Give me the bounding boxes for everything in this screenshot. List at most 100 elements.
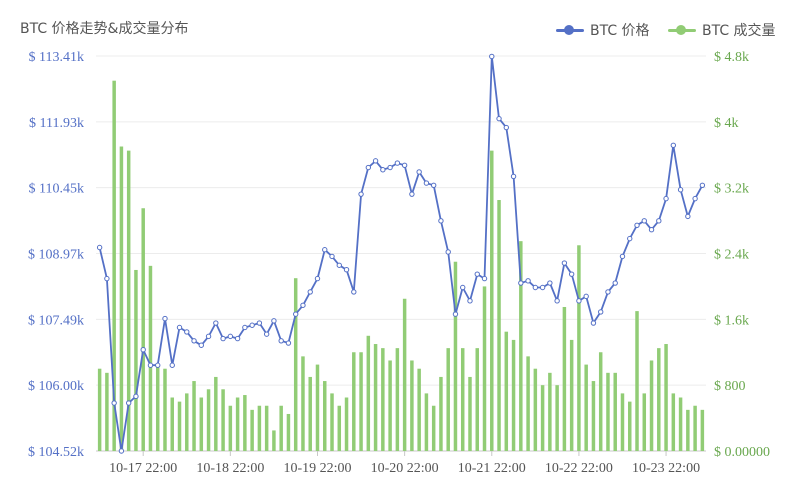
y-right-tick-label: $ 1.6k — [714, 313, 749, 328]
price-point — [394, 160, 401, 166]
legend-item-price[interactable]: BTC 价格 — [556, 20, 650, 40]
price-point — [692, 195, 698, 202]
volume-bar — [199, 397, 204, 451]
volume-bar — [257, 405, 262, 451]
volume-bar — [228, 405, 233, 451]
volume-bar — [555, 385, 559, 451]
volume-bar — [460, 348, 465, 451]
y-right-tick-label: $ 2.4k — [714, 248, 749, 263]
volume-bar — [613, 372, 617, 451]
volume-bar — [642, 393, 647, 451]
volume-bar — [206, 389, 211, 451]
volume-bar — [577, 245, 581, 451]
volume-bar — [402, 298, 407, 451]
price-point — [176, 324, 183, 331]
y-right-tick-label: $ 4k — [714, 116, 739, 131]
price-point — [670, 142, 677, 149]
price-point — [525, 278, 531, 284]
volume-bar — [598, 352, 603, 451]
price-point — [293, 311, 299, 317]
volume-bar — [286, 413, 291, 451]
volume-bar — [221, 389, 225, 451]
price-point — [242, 324, 248, 331]
price-point — [234, 335, 241, 342]
volume-bar — [519, 241, 523, 451]
price-point — [685, 213, 691, 220]
price-point — [372, 158, 379, 164]
price-point — [111, 400, 117, 406]
volume-bar — [243, 395, 247, 451]
price-point — [648, 227, 655, 233]
price-point — [510, 173, 517, 180]
price-point — [554, 298, 560, 304]
price-point — [118, 448, 125, 454]
price-point — [271, 318, 277, 324]
price-point — [474, 271, 480, 277]
y-left-tick-label: $ 106.00k — [28, 379, 84, 394]
volume-bar — [693, 405, 697, 451]
price-point — [322, 247, 328, 253]
price-point — [590, 320, 597, 326]
x-axis: 10-17 22:00 10-18 22:00 10-19 22:00 10-20 2… — [109, 451, 700, 476]
volume-bar — [192, 381, 196, 451]
price-point — [133, 393, 139, 400]
price-point — [401, 162, 408, 169]
x-tick-label: 10-23 22:00 — [632, 461, 700, 476]
volume-bar — [373, 344, 378, 451]
y-right-tick-label: $ 800 — [714, 379, 746, 394]
y-right-tick-label: $ 4.8k — [714, 50, 749, 65]
volume-bar — [134, 269, 138, 451]
volume-bar — [664, 344, 668, 451]
x-tick-label: 10-19 22:00 — [283, 461, 351, 476]
volume-bar — [482, 286, 487, 451]
legend-price-swatch — [556, 23, 584, 37]
y-left-tick-label: $ 110.45k — [29, 182, 84, 197]
y-left-tick-label: $ 104.52k — [28, 445, 84, 460]
x-tick-label: 10-22 22:00 — [545, 461, 613, 476]
price-point — [663, 195, 669, 202]
volume-bar — [526, 356, 530, 451]
price-point — [256, 320, 263, 326]
volume-bar — [591, 381, 596, 451]
price-point — [605, 289, 611, 295]
volume-bar — [264, 405, 269, 451]
volume-bars — [97, 80, 705, 452]
volume-bar — [424, 393, 429, 451]
price-point — [452, 311, 459, 317]
y-right-tick-label: $ 0.00000 — [714, 445, 770, 460]
price-point — [518, 280, 524, 286]
volume-bar — [323, 381, 327, 451]
price-point — [598, 309, 604, 315]
price-point — [583, 293, 589, 300]
volume-bar — [344, 397, 349, 451]
price-point — [460, 284, 466, 291]
y-left-tick-label: $ 107.49k — [28, 313, 84, 328]
y-left-tick-label: $ 108.97k — [28, 248, 84, 263]
price-point — [430, 182, 437, 188]
price-point — [627, 235, 633, 242]
price-point — [96, 244, 103, 251]
volume-bar — [649, 360, 654, 451]
price-point — [576, 298, 582, 304]
chart-title: BTC 价格走势&成交量分布 — [20, 21, 189, 37]
volume-bar — [533, 368, 538, 451]
y-left-tick-label: $ 113.41k — [29, 50, 84, 65]
price-point — [249, 322, 255, 328]
volume-bar — [678, 397, 683, 451]
price-point — [169, 362, 175, 368]
volume-bar — [163, 368, 167, 451]
legend-item-volume[interactable]: BTC 成交量 — [668, 20, 776, 40]
price-point — [104, 275, 110, 282]
volume-bar — [148, 265, 153, 451]
volume-bar — [410, 360, 414, 451]
volume-bar — [105, 372, 109, 451]
volume-bar — [119, 146, 124, 452]
volume-bar — [569, 339, 574, 451]
volume-bar — [366, 335, 371, 451]
price-point — [677, 187, 684, 193]
volume-bar — [562, 306, 567, 451]
price-point — [539, 284, 546, 291]
price-point — [343, 267, 350, 273]
volume-bar — [279, 405, 283, 451]
